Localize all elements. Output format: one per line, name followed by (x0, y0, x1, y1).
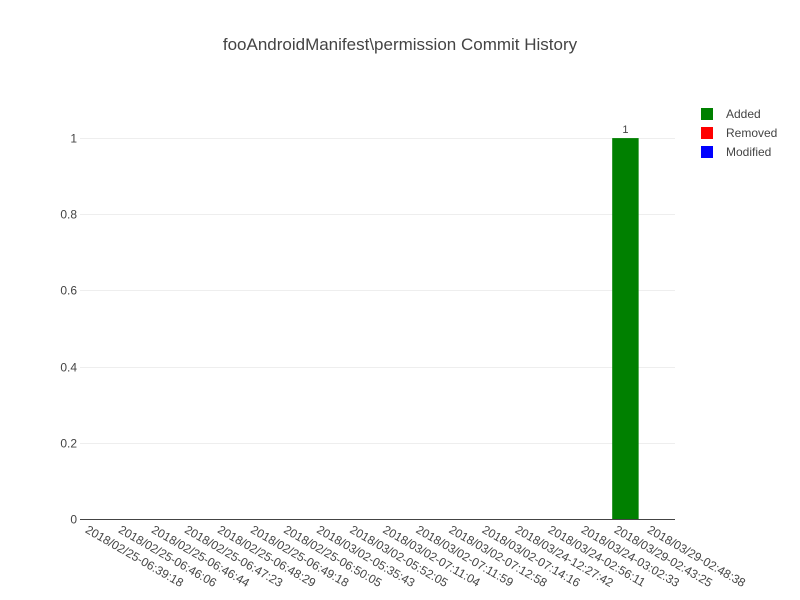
legend-item-added[interactable]: Added (701, 107, 761, 121)
legend-label: Removed (726, 126, 777, 140)
legend-swatch (701, 127, 713, 139)
bar-added[interactable] (612, 138, 639, 519)
gridlines (80, 138, 675, 444)
bars (612, 138, 639, 519)
y-tick-label: 0.8 (60, 208, 77, 222)
legend-label: Added (726, 107, 761, 121)
y-tick-label: 0.6 (60, 284, 77, 298)
bar-value-label: 1 (622, 124, 628, 136)
chart-title: fooAndroidManifest\permission Commit His… (223, 35, 578, 54)
legend-swatch (701, 108, 713, 120)
y-tick-label: 0 (70, 513, 77, 527)
legend-item-modified[interactable]: Modified (701, 145, 771, 159)
y-axis-ticks: 0 0.2 0.4 0.6 0.8 1 (60, 132, 77, 527)
y-tick-label: 0.2 (60, 437, 77, 451)
legend-label: Modified (726, 145, 771, 159)
y-tick-label: 1 (70, 132, 77, 146)
y-tick-label: 0.4 (60, 361, 77, 375)
x-axis-ticks: 2018/02/25-06:39:182018/02/25-06:46:0620… (83, 522, 748, 590)
legend-item-removed[interactable]: Removed (701, 126, 777, 140)
data-labels: 1 (622, 124, 628, 136)
legend: Added Removed Modified (701, 107, 777, 159)
legend-swatch (701, 146, 713, 158)
